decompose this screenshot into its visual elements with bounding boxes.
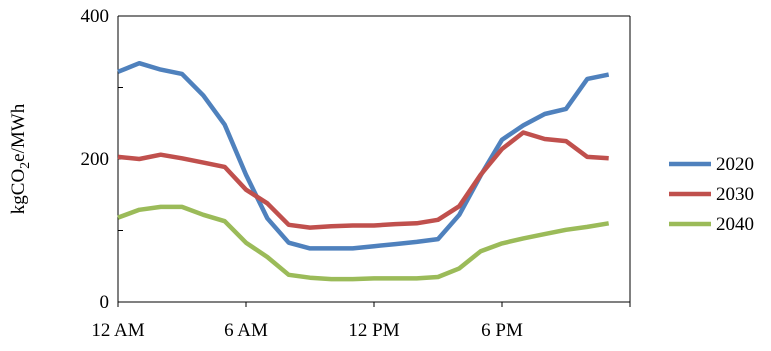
legend-item: 2030 (669, 184, 754, 205)
series-layer (117, 60, 610, 282)
legend-label: 2040 (716, 214, 754, 235)
x-axis-ticks: 12 AM 6 AM 12 PM 6 PM (91, 302, 631, 341)
series-line-2020 (117, 60, 610, 251)
y-axis-title-part: kgCO (8, 169, 29, 214)
legend-item: 2020 (669, 154, 754, 175)
series-line-2040 (117, 204, 610, 282)
y-axis-title: kgCO2e/MWh (8, 103, 33, 214)
legend-item: 2040 (669, 214, 754, 235)
y-axis-title-subscript: 2 (18, 162, 33, 169)
y-tick-label: 200 (81, 149, 110, 170)
legend: 2020 2030 2040 (669, 154, 754, 235)
y-tick-label: 400 (81, 6, 110, 27)
legend-label: 2030 (716, 184, 754, 205)
series-line-2030 (117, 130, 609, 230)
x-tick-label: 6 PM (481, 320, 523, 341)
x-tick-label: 12 AM (91, 320, 144, 341)
x-tick-label: 12 PM (348, 320, 399, 341)
x-tick-label: 6 AM (224, 320, 268, 341)
legend-label: 2020 (716, 154, 754, 175)
y-tick-label: 0 (100, 292, 110, 313)
y-axis-ticks: 0 200 400 (81, 6, 123, 313)
y-axis-title-part: e/MWh (8, 103, 29, 162)
